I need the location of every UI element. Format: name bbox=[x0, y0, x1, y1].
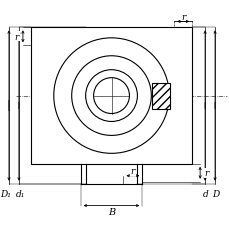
Polygon shape bbox=[71, 57, 151, 136]
Text: r: r bbox=[15, 33, 19, 42]
Text: r: r bbox=[130, 166, 134, 175]
Text: r: r bbox=[180, 13, 185, 22]
Text: d₁: d₁ bbox=[16, 189, 25, 198]
Text: d: d bbox=[202, 189, 208, 198]
Text: D: D bbox=[212, 189, 219, 198]
Circle shape bbox=[93, 78, 129, 114]
Polygon shape bbox=[152, 83, 169, 109]
Polygon shape bbox=[31, 28, 191, 164]
Text: r: r bbox=[203, 169, 207, 177]
Text: D₁: D₁ bbox=[0, 189, 11, 198]
Polygon shape bbox=[31, 28, 191, 164]
Text: B: B bbox=[107, 207, 114, 216]
